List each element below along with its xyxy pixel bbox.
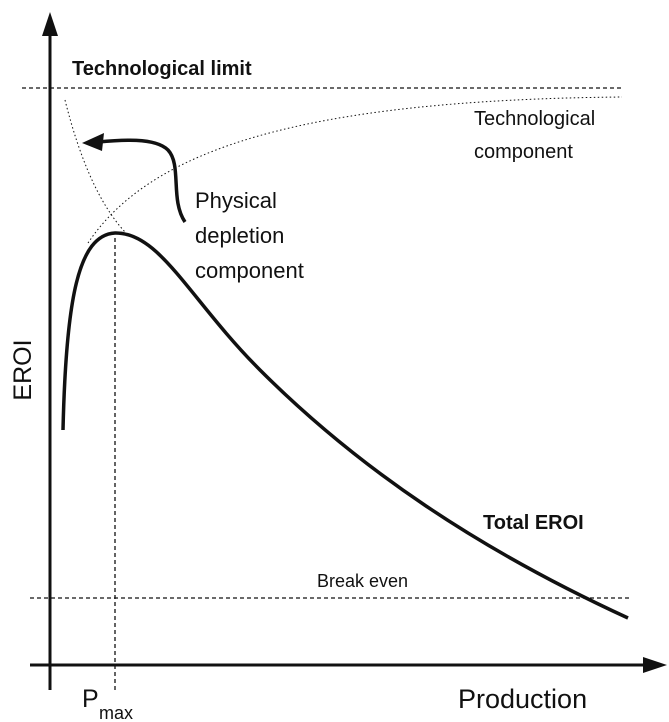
technological-limit-label: Technological limit [72,58,252,80]
total-eroi-label: Total EROI [483,512,584,534]
physical-label: component [195,258,304,283]
technological-label: component [474,141,573,163]
pmax-label: P [82,685,99,713]
physical-curve [64,99,126,233]
technological-curve [87,96,623,244]
physical-label: depletion [195,223,284,248]
x-axis-arrow [643,657,667,673]
y-axis-arrow [42,12,58,36]
x-axis-label: Production [458,684,587,714]
y-axis-label: EROI [9,339,37,400]
break-even-label: Break even [317,571,408,591]
total-eroi-curve [61,231,629,620]
pmax-subscript: max [99,703,133,722]
shift-arrow-head [82,133,104,151]
shift-arrow [97,138,187,223]
physical-label: Physical [195,188,277,213]
technological-label: Technological [474,108,595,130]
